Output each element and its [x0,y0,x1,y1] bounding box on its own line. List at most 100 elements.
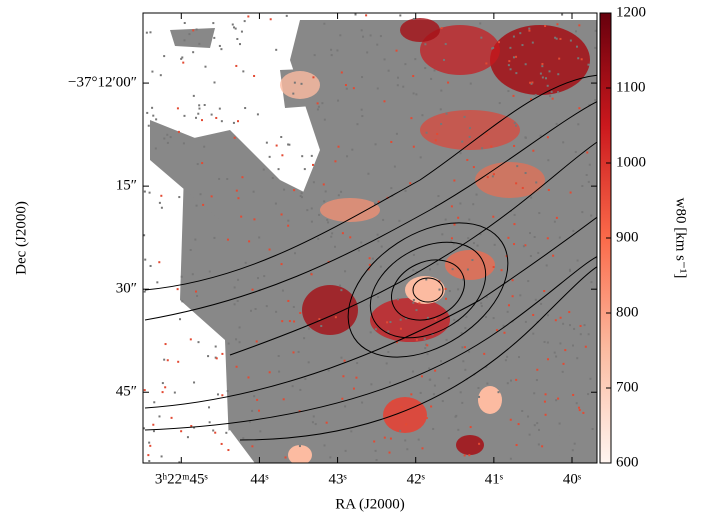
noise-pixel [528,29,531,32]
noise-pixel [388,451,391,454]
noise-pixel [237,278,240,281]
noise-pixel [180,57,183,60]
noise-pixel [439,360,442,363]
noise-pixel [594,46,597,49]
noise-pixel [559,316,562,319]
noise-pixel [182,142,185,145]
noise-pixel [225,431,228,434]
noise-pixel [148,191,151,194]
noise-pixel [585,173,588,176]
noise-pixel [485,366,488,369]
noise-pixel [438,280,441,283]
noise-pixel [268,371,271,374]
noise-pixel [519,294,522,297]
noise-pixel [396,84,399,87]
noise-pixel [402,85,405,88]
noise-pixel [383,58,386,61]
noise-pixel [323,118,326,121]
noise-pixel [506,310,509,313]
noise-pixel [149,444,152,447]
noise-pixel [445,112,448,115]
noise-pixel [159,74,162,77]
noise-pixel [391,400,394,403]
noise-pixel [528,433,531,436]
y-tick-label: 30″ [116,281,137,297]
noise-pixel [397,298,400,301]
noise-pixel [589,377,592,380]
noise-pixel [149,264,152,267]
noise-pixel [293,320,296,323]
noise-pixel [361,401,364,404]
noise-pixel [502,324,505,327]
colorbar-tick-label: 1200 [616,4,646,20]
noise-pixel [543,400,546,403]
noise-pixel [577,57,580,60]
noise-pixel [323,22,326,25]
noise-pixel [412,301,415,304]
noise-pixel [208,421,211,424]
noise-pixel [360,29,363,32]
noise-pixel [192,29,195,32]
noise-pixel [178,196,181,199]
noise-pixel [472,203,475,206]
noise-pixel [382,218,385,221]
noise-pixel [426,353,429,356]
noise-pixel [399,429,402,432]
noise-pixel [404,63,407,66]
noise-pixel [265,141,268,144]
noise-pixel [530,82,533,85]
noise-pixel [152,114,155,117]
noise-pixel [584,345,587,348]
noise-pixel [587,63,590,66]
noise-pixel [360,241,363,244]
noise-pixel [572,229,575,232]
noise-pixel [143,427,146,430]
noise-pixel [390,187,393,190]
noise-pixel [575,45,578,48]
noise-pixel [337,145,340,148]
noise-pixel [463,346,466,349]
noise-pixel [507,64,510,67]
noise-pixel [354,13,357,16]
noise-pixel [485,62,488,65]
noise-pixel [472,242,475,245]
noise-pixel [213,36,216,39]
y-tick-label: 45″ [116,384,137,400]
noise-pixel [492,215,495,218]
noise-pixel [551,97,554,100]
noise-pixel [577,123,580,126]
noise-pixel [531,81,534,84]
noise-pixel [459,391,462,394]
noise-pixel [257,409,260,412]
noise-pixel [251,409,254,412]
noise-pixel [147,454,150,457]
noise-pixel [411,370,414,373]
noise-pixel [497,391,500,394]
noise-pixel [575,30,578,33]
noise-pixel [252,190,255,193]
noise-pixel [145,31,148,34]
noise-pixel [177,360,180,363]
noise-pixel [434,139,437,142]
noise-pixel [318,318,321,321]
noise-pixel [557,397,560,400]
noise-pixel [395,49,398,52]
noise-pixel [322,183,325,186]
noise-pixel [450,237,453,240]
noise-pixel [318,213,321,216]
x-tick-label: 41ˢ [485,471,503,487]
noise-pixel [330,48,333,51]
noise-pixel [237,197,240,200]
noise-pixel [287,143,290,146]
noise-pixel [485,133,488,136]
noise-pixel [275,48,278,51]
noise-pixel [380,245,383,248]
noise-pixel [374,328,377,331]
noise-pixel [568,324,571,327]
noise-pixel [581,185,584,188]
noise-pixel [537,443,540,446]
noise-pixel [164,343,167,346]
noise-pixel [569,39,572,42]
noise-pixel [312,76,315,79]
noise-pixel [493,243,496,246]
